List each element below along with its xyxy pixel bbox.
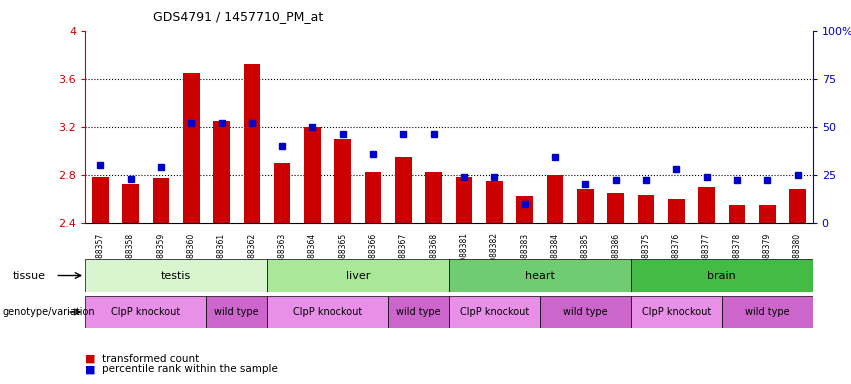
Text: wild type: wild type: [397, 307, 441, 317]
Text: tissue: tissue: [13, 270, 46, 281]
Bar: [85, 259, 267, 292]
Bar: [449, 296, 540, 328]
Bar: [123, 184, 139, 223]
Bar: [85, 296, 206, 328]
Bar: [334, 139, 351, 223]
Text: testis: testis: [161, 270, 191, 281]
Text: brain: brain: [707, 270, 736, 281]
Bar: [243, 64, 260, 223]
Text: liver: liver: [346, 270, 370, 281]
Bar: [608, 193, 624, 223]
Bar: [183, 73, 199, 223]
Bar: [92, 177, 109, 223]
Bar: [631, 296, 722, 328]
Text: percentile rank within the sample: percentile rank within the sample: [102, 364, 278, 374]
Bar: [267, 296, 388, 328]
Bar: [426, 172, 442, 223]
Bar: [699, 187, 715, 223]
Bar: [365, 172, 381, 223]
Text: ClpP knockout: ClpP knockout: [460, 307, 529, 317]
Bar: [631, 259, 813, 292]
Bar: [722, 296, 813, 328]
Bar: [728, 205, 745, 223]
Text: wild type: wild type: [563, 307, 608, 317]
Bar: [152, 178, 169, 223]
Bar: [206, 296, 267, 328]
Text: ■: ■: [85, 364, 95, 374]
Text: transformed count: transformed count: [102, 354, 199, 364]
Bar: [789, 189, 806, 223]
Bar: [546, 175, 563, 223]
Bar: [668, 199, 684, 223]
Text: heart: heart: [525, 270, 555, 281]
Text: GDS4791 / 1457710_PM_at: GDS4791 / 1457710_PM_at: [153, 10, 323, 23]
Text: wild type: wild type: [214, 307, 259, 317]
Bar: [577, 189, 594, 223]
Bar: [214, 121, 230, 223]
Text: genotype/variation: genotype/variation: [3, 307, 95, 317]
Text: wild type: wild type: [745, 307, 790, 317]
Bar: [274, 163, 290, 223]
Bar: [304, 127, 321, 223]
Bar: [759, 205, 775, 223]
Text: ClpP knockout: ClpP knockout: [642, 307, 711, 317]
Bar: [267, 259, 448, 292]
Bar: [456, 177, 472, 223]
Bar: [540, 296, 631, 328]
Text: ClpP knockout: ClpP knockout: [111, 307, 180, 317]
Text: ■: ■: [85, 354, 95, 364]
Bar: [449, 259, 631, 292]
Text: ClpP knockout: ClpP knockout: [293, 307, 363, 317]
Bar: [486, 181, 503, 223]
Bar: [388, 296, 448, 328]
Bar: [517, 196, 533, 223]
Bar: [637, 195, 654, 223]
Bar: [395, 157, 412, 223]
